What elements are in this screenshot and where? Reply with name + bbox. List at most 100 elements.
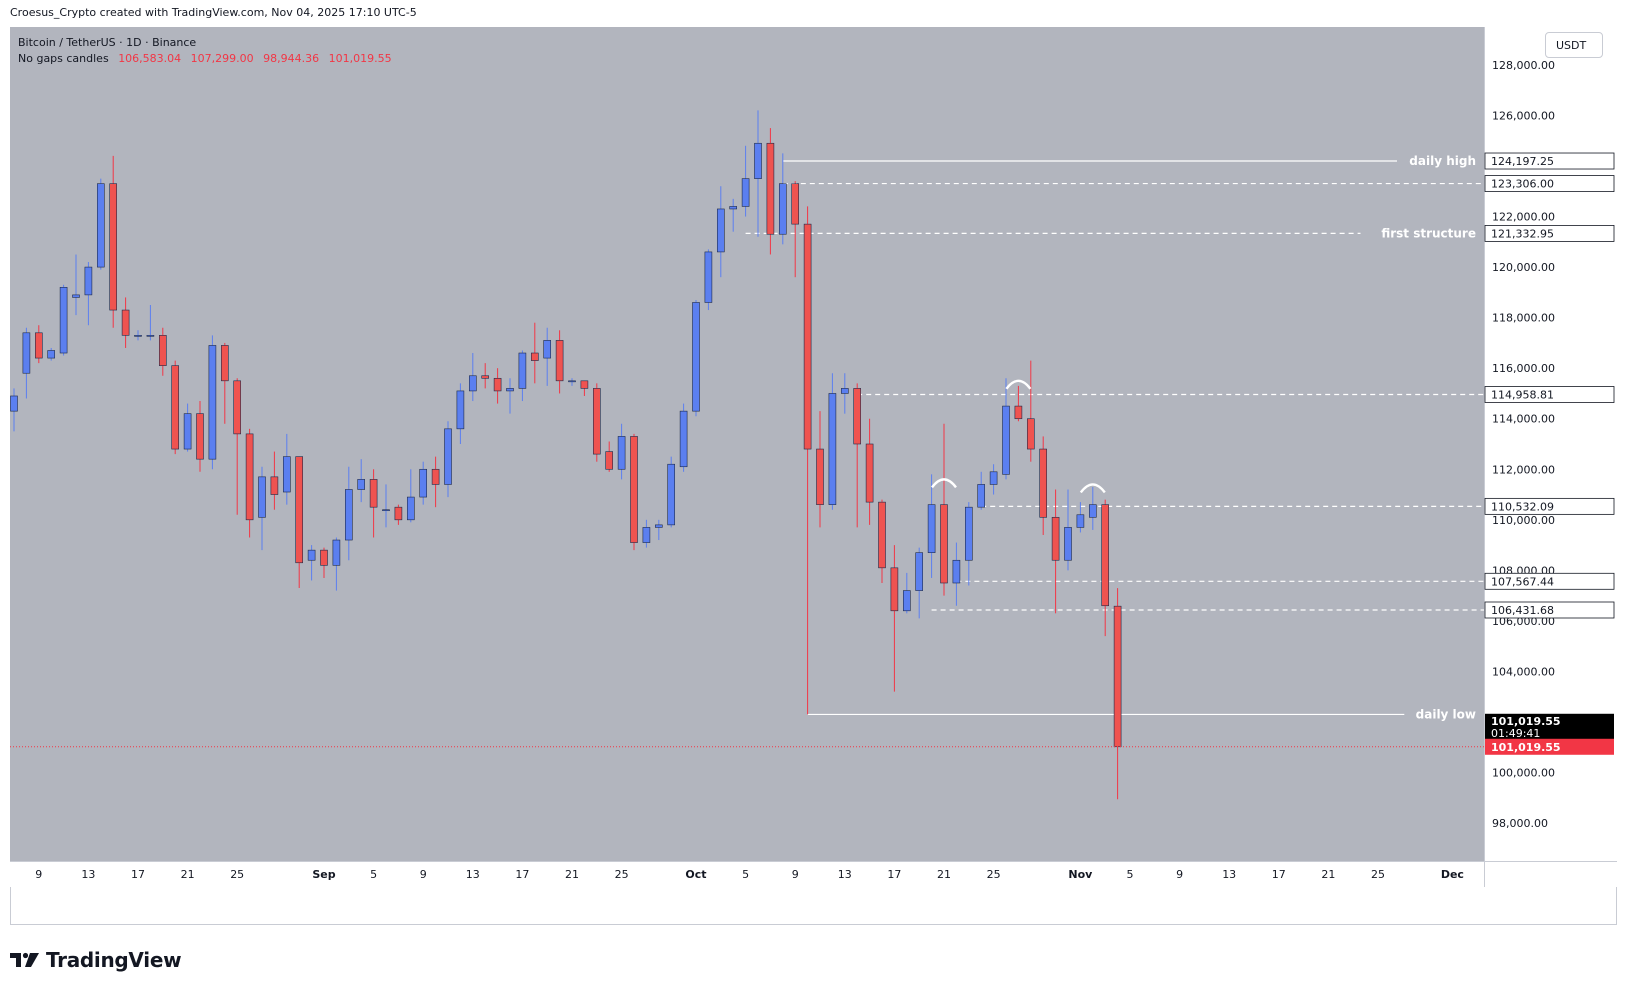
currency-button[interactable]: USDT: [1545, 32, 1603, 58]
candle-body: [245, 433, 254, 521]
time-tick-label: 17: [515, 868, 529, 881]
candle-body: [59, 287, 68, 354]
candle-body: [506, 388, 514, 392]
candle-body: [803, 223, 812, 450]
top-arc-marker: [1079, 483, 1106, 494]
candle: [704, 249, 713, 311]
candle-body: [493, 377, 502, 392]
horizontal-levels: daily high 124,197.25 123,306.00 first stru…: [745, 152, 1615, 721]
candle: [121, 297, 130, 348]
candle: [543, 327, 552, 386]
candle-body: [952, 559, 961, 584]
candle-body: [1026, 418, 1035, 450]
candle: [233, 378, 241, 515]
candle: [989, 464, 998, 495]
candle-body: [766, 142, 775, 235]
time-tick-label: 5: [742, 868, 749, 881]
price-chart[interactable]: 128,000.00 126,000.00 122,000.00 120,000.00…: [10, 27, 1617, 925]
candle: [1064, 489, 1072, 571]
candle: [940, 423, 948, 596]
candle-body: [481, 375, 490, 379]
candle: [630, 433, 638, 551]
candle: [568, 378, 576, 386]
time-tick-label: Oct: [685, 868, 706, 881]
candle-body: [568, 380, 576, 383]
candle: [791, 181, 800, 278]
time-tick-label: 9: [1176, 868, 1183, 881]
candle-body: [754, 142, 762, 179]
candle: [109, 155, 117, 328]
candle: [890, 545, 899, 692]
time-tick-label: Sep: [312, 868, 335, 881]
time-tick-label: 9: [35, 868, 42, 881]
candle-body: [233, 380, 241, 435]
candle: [34, 325, 43, 364]
candle: [605, 441, 614, 472]
candle: [320, 547, 328, 578]
candle: [258, 466, 266, 551]
candle-body: [196, 413, 204, 460]
symbol-line: Bitcoin / TetherUS · 1D · Binance: [18, 36, 197, 49]
candle: [196, 401, 204, 472]
candle-body: [10, 395, 18, 412]
candle-body: [456, 390, 465, 430]
current-price-tag: [1485, 738, 1614, 755]
candle: [1051, 489, 1060, 614]
candle-body: [853, 388, 862, 445]
candle-body: [816, 448, 824, 505]
time-tick-label: Dec: [1441, 868, 1464, 881]
candle: [493, 368, 502, 404]
candle-body: [592, 388, 601, 455]
candle-body: [1051, 516, 1060, 561]
candle: [803, 206, 812, 715]
time-tick-label: 13: [466, 868, 480, 881]
candle: [692, 299, 700, 417]
candle: [642, 519, 651, 548]
time-tick-label: 17: [1272, 868, 1286, 881]
candle-body: [444, 428, 452, 485]
candle-body: [282, 456, 291, 493]
candle-body: [927, 504, 936, 553]
candle-body: [1089, 504, 1097, 518]
candle: [580, 380, 589, 396]
candle-body: [320, 549, 328, 566]
candle-body: [1002, 405, 1010, 475]
candles: [10, 110, 1122, 800]
time-tick-label: 5: [1127, 868, 1134, 881]
candle: [159, 327, 167, 376]
candle: [716, 186, 725, 278]
candle: [865, 418, 874, 525]
candle-body: [654, 524, 663, 528]
time-tick-label: 21: [181, 868, 195, 881]
ohlc-low: 98,944.36: [263, 52, 320, 65]
time-tick-label: 25: [1371, 868, 1385, 881]
level-price-tag: [1484, 386, 1615, 403]
candle: [10, 388, 18, 432]
candle: [221, 342, 229, 424]
candle-body: [977, 484, 986, 508]
candle-body: [97, 183, 105, 268]
candle: [853, 383, 862, 528]
candle-body: [915, 552, 924, 591]
candle: [295, 456, 304, 589]
time-tick-label: 25: [615, 868, 629, 881]
candle-body: [357, 479, 366, 490]
countdown-time-label: 01:49:41: [1491, 727, 1540, 740]
candle-body: [778, 183, 787, 235]
candle-body: [295, 456, 304, 564]
candle-body: [134, 335, 142, 337]
candle: [270, 451, 279, 510]
candle-body: [543, 340, 552, 359]
candle: [394, 504, 403, 525]
candle: [208, 335, 217, 470]
candle-body: [518, 352, 527, 389]
level-price-tag: [1484, 572, 1615, 590]
time-tick-label: 25: [987, 868, 1001, 881]
plot-background: [10, 27, 1484, 861]
candle: [1101, 499, 1109, 637]
candle-body: [1014, 405, 1023, 420]
price-tick-label: 112,000.00: [1492, 463, 1555, 476]
candle-body: [1076, 514, 1085, 528]
candle-body: [1101, 504, 1109, 607]
level-price-label: 124,197.25: [1491, 155, 1554, 168]
